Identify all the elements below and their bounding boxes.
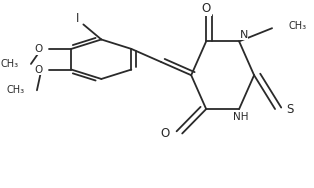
Text: O: O bbox=[202, 2, 211, 15]
Text: NH: NH bbox=[233, 112, 248, 123]
Text: N: N bbox=[239, 30, 248, 40]
Text: O: O bbox=[35, 44, 43, 54]
Text: CH₃: CH₃ bbox=[289, 21, 307, 31]
Text: S: S bbox=[286, 102, 294, 116]
Text: CH₃: CH₃ bbox=[7, 85, 25, 95]
Text: CH₃: CH₃ bbox=[1, 59, 19, 69]
Text: I: I bbox=[76, 12, 80, 25]
Text: O: O bbox=[35, 64, 43, 75]
Text: O: O bbox=[160, 127, 170, 140]
